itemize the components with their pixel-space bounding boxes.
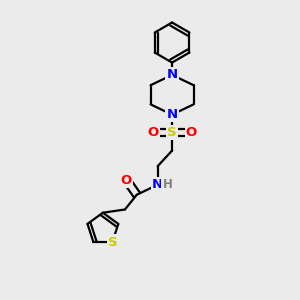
- Text: N: N: [167, 108, 178, 121]
- Text: H: H: [162, 178, 172, 191]
- Text: O: O: [147, 126, 159, 139]
- Text: N: N: [167, 68, 178, 81]
- Text: S: S: [108, 236, 117, 248]
- Text: N: N: [152, 178, 163, 191]
- Text: O: O: [186, 126, 197, 139]
- Text: S: S: [167, 126, 177, 139]
- Text: O: O: [121, 173, 132, 187]
